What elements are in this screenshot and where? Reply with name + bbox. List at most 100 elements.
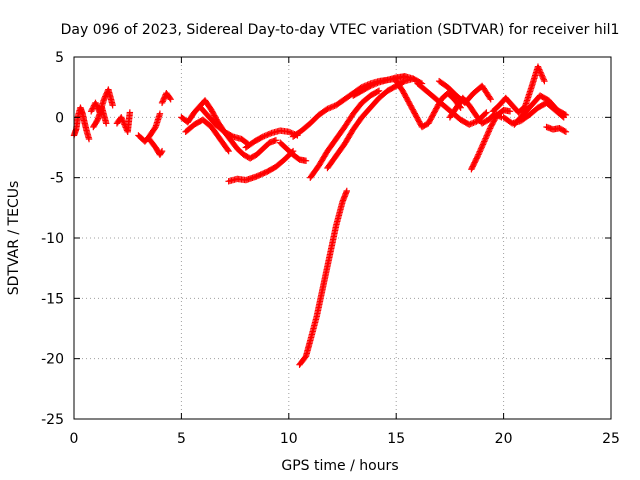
data-point-interp: [374, 88, 381, 95]
y-tick-label: -5: [50, 171, 64, 187]
data-point: [324, 105, 331, 113]
y-tick-label: -20: [41, 352, 64, 368]
data-point-interp: [537, 69, 544, 76]
data-point: [259, 133, 267, 140]
x-tick-label: 15: [387, 431, 405, 447]
data-point: [343, 187, 350, 195]
data-point-interp: [483, 132, 491, 139]
data-point-interp: [486, 94, 494, 102]
data-point-interp: [538, 72, 546, 79]
data-point-interp: [159, 98, 166, 105]
y-tick-label: 5: [55, 50, 64, 66]
data-point-interp: [374, 79, 381, 87]
data-point-interp: [471, 118, 479, 126]
x-tick-label: 0: [70, 431, 79, 447]
data-point: [158, 99, 166, 107]
axis-ticks: 0 5 10 15 20 25 -25 -20 -15 -10 -5 0 5: [41, 50, 620, 447]
data-point-interp: [371, 80, 378, 88]
x-tick-label: 20: [495, 431, 513, 447]
data-point-interp: [93, 102, 100, 109]
data-point: [375, 87, 383, 94]
y-tick-label: -25: [41, 412, 64, 428]
y-axis-label: SDTVAR / TECUs: [6, 181, 22, 296]
data-point: [506, 108, 514, 115]
data-point: [302, 157, 310, 164]
data-point-interp: [537, 70, 545, 78]
data-point: [100, 96, 108, 103]
data-point-interp: [467, 120, 474, 128]
data-point-interp: [486, 125, 494, 132]
data-point: [466, 121, 473, 128]
data-point-interp: [561, 127, 568, 135]
data-point-interp: [266, 130, 274, 137]
data-point-interp: [475, 151, 482, 158]
data-point-interp: [468, 120, 476, 127]
data-point-interp: [368, 82, 376, 89]
data-point: [92, 99, 99, 107]
x-tick-label: 5: [177, 431, 186, 447]
data-point-interp: [477, 146, 484, 154]
data-point-interp: [480, 139, 487, 147]
data-point-interp: [539, 75, 547, 82]
data-point-interp: [483, 133, 490, 141]
data-point-interp: [287, 129, 294, 136]
data-point-interp: [478, 144, 485, 151]
data-point-interp: [539, 73, 546, 80]
data-point-interp: [475, 149, 483, 157]
data-point-interp: [481, 136, 489, 144]
data-point-interp: [329, 103, 337, 110]
data-point: [118, 114, 125, 121]
data-point-interp: [262, 132, 270, 139]
data-point-interp: [482, 110, 489, 117]
data-point: [167, 96, 174, 103]
data-points: [70, 63, 570, 368]
data-point-interp: [160, 95, 168, 102]
data-point-interp: [561, 111, 568, 118]
data-point: [156, 110, 164, 117]
chart-title: Day 096 of 2023, Sidereal Day-to-day VTE…: [61, 22, 620, 38]
data-point-interp: [327, 104, 334, 111]
data-point-interp: [482, 135, 489, 142]
data-point: [285, 128, 292, 136]
data-point-interp: [479, 141, 487, 148]
data-point-interp: [325, 105, 333, 112]
data-point: [481, 138, 488, 145]
data-point-interp: [88, 106, 96, 114]
x-tick-label: 10: [280, 431, 298, 447]
data-point-interp: [470, 119, 477, 126]
y-tick-label: -15: [41, 291, 64, 307]
data-point: [85, 135, 93, 143]
data-point-interp: [485, 128, 492, 135]
data-point: [562, 111, 570, 119]
data-point-interp: [476, 148, 483, 155]
data-point-interp: [328, 103, 335, 111]
data-point-interp: [101, 94, 108, 102]
data-point-interp: [540, 76, 547, 83]
data-point: [109, 102, 116, 109]
data-point-interp: [536, 66, 543, 73]
data-point-interp: [536, 67, 544, 75]
data-point: [562, 128, 570, 136]
data-point-interp: [118, 115, 126, 122]
y-tick-label: -10: [41, 231, 64, 247]
data-point: [225, 147, 232, 155]
data-point-interp: [261, 132, 268, 140]
data-point-interp: [535, 64, 542, 72]
data-point: [483, 109, 490, 116]
y-tick-label: 0: [55, 110, 64, 126]
data-point: [87, 108, 95, 115]
data-point: [367, 82, 374, 90]
data-point-interp: [486, 126, 493, 134]
data-point-interp: [264, 131, 271, 139]
data-point-interp: [158, 149, 165, 156]
data-point-interp: [160, 96, 167, 104]
data-point-interp: [92, 101, 100, 108]
data-point: [272, 137, 280, 144]
data-point: [474, 152, 482, 160]
data-point-interp: [224, 146, 231, 154]
data-point-interp: [473, 154, 481, 161]
data-point-interp: [119, 117, 126, 124]
x-tick-label: 25: [602, 431, 620, 447]
data-point-interp: [265, 131, 272, 138]
